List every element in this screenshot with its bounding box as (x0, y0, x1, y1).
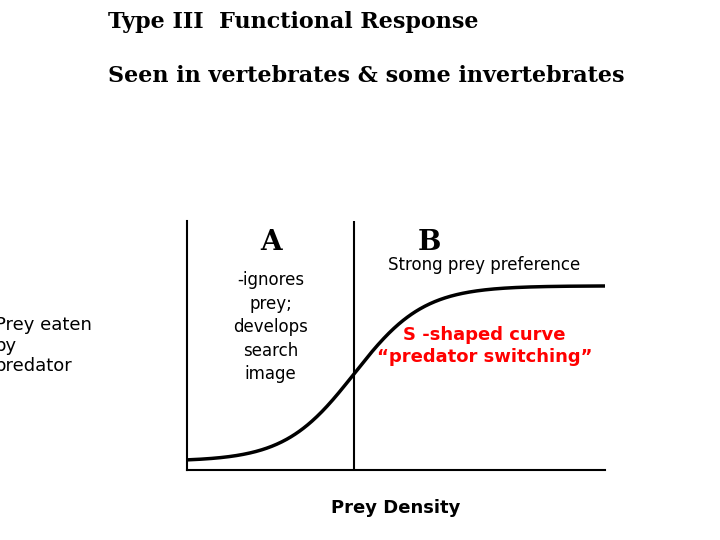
Text: Prey eaten
by
predator: Prey eaten by predator (0, 316, 91, 375)
Text: A: A (260, 229, 282, 256)
Text: Prey Density: Prey Density (331, 498, 461, 517)
Text: Type III  Functional Response: Type III Functional Response (108, 11, 479, 33)
Text: Strong prey preference: Strong prey preference (388, 256, 580, 274)
Text: S -shaped curve
“predator switching”: S -shaped curve “predator switching” (377, 326, 593, 366)
Text: B: B (418, 229, 441, 256)
Text: -ignores
prey;
develops
search
image: -ignores prey; develops search image (233, 271, 308, 383)
Text: Seen in vertebrates & some invertebrates: Seen in vertebrates & some invertebrates (108, 65, 624, 87)
